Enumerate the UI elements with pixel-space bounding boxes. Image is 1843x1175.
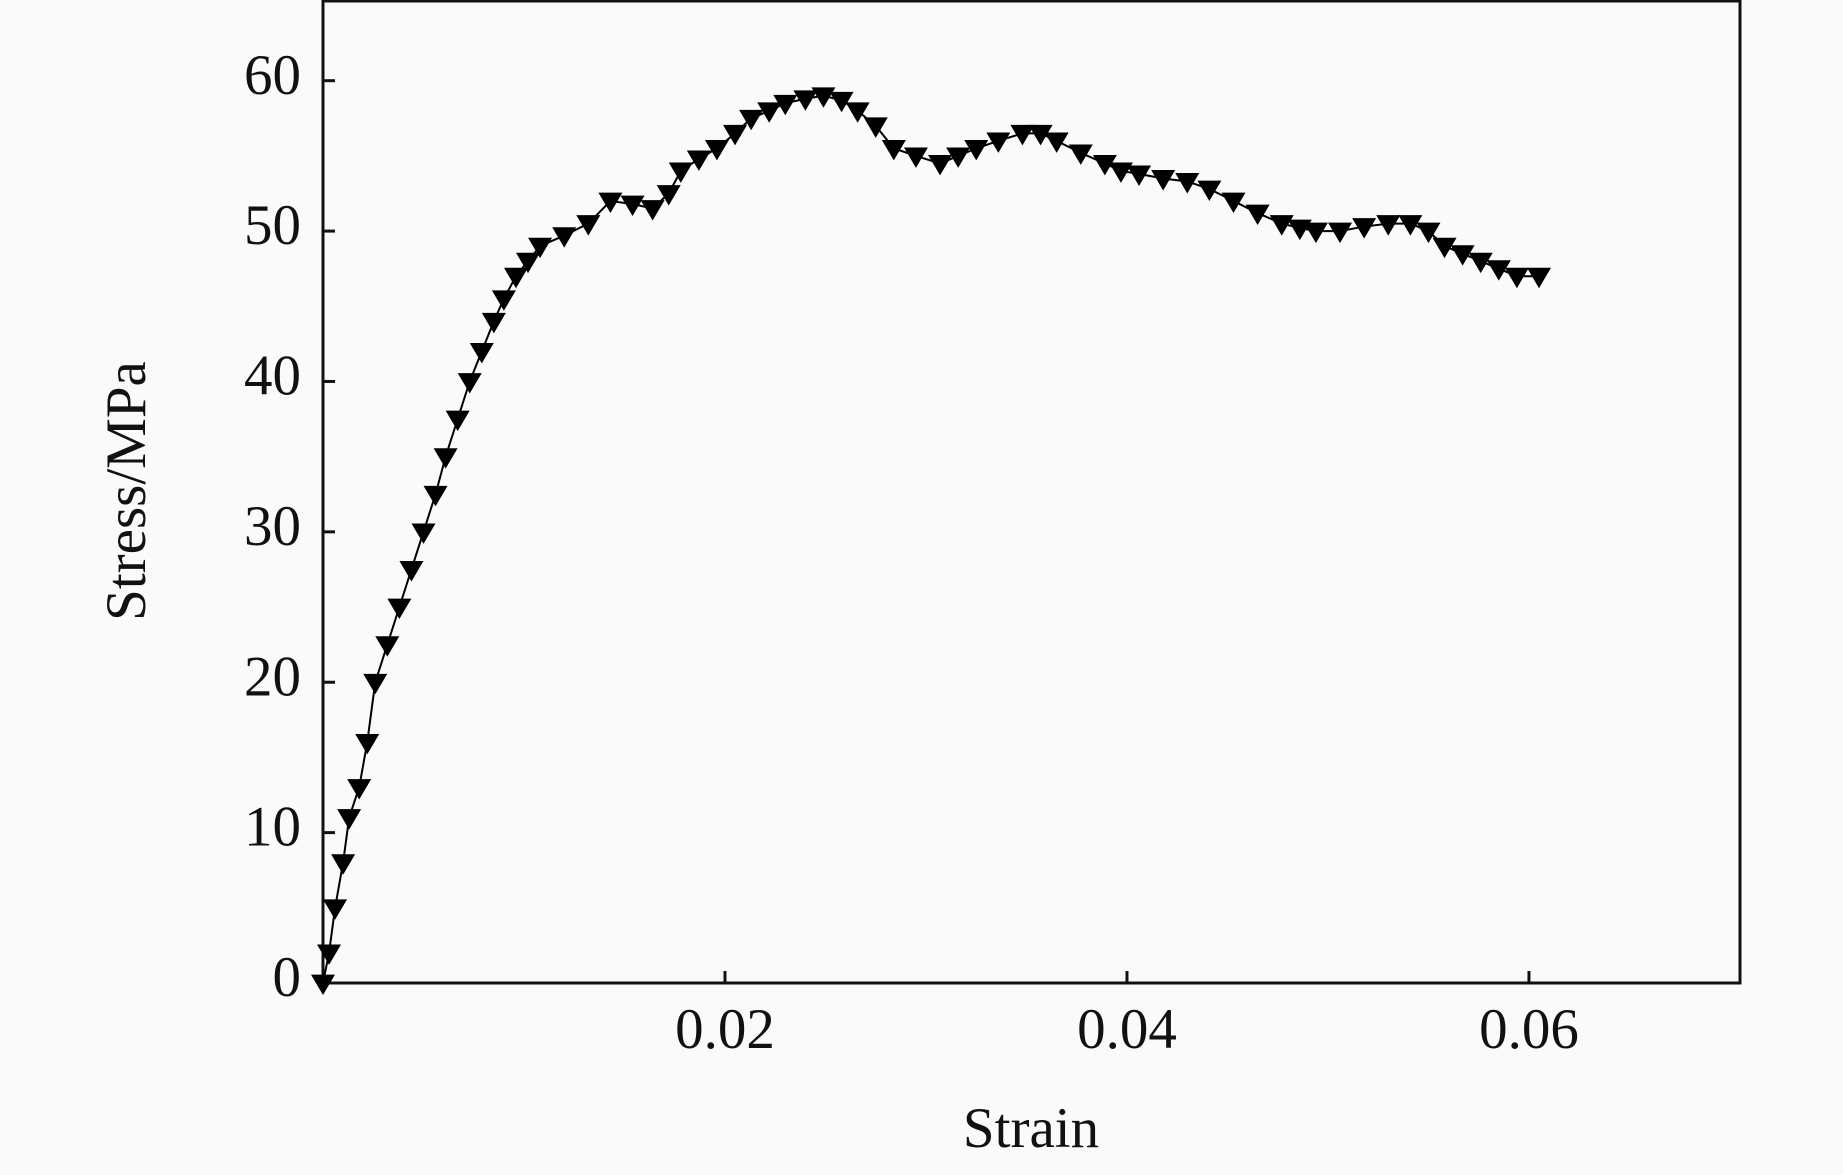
marker: [331, 854, 356, 875]
y-tick-label: 20: [244, 645, 301, 708]
marker: [928, 155, 953, 176]
marker: [516, 252, 541, 274]
marker: [668, 162, 693, 183]
marker: [723, 124, 748, 146]
marker: [1376, 215, 1401, 236]
marker: [503, 267, 528, 289]
y-tick-label: 10: [244, 796, 301, 859]
marker: [1221, 192, 1246, 214]
marker: [491, 290, 516, 311]
marker: [481, 312, 506, 334]
marker: [423, 485, 448, 507]
marker: [1175, 173, 1200, 194]
marker: [1092, 155, 1117, 176]
marker: [552, 227, 577, 248]
x-tick-label: 0.04: [1077, 998, 1177, 1061]
plot-frame: [321, 0, 1742, 985]
y-tick-label: 30: [244, 495, 301, 558]
marker: [1398, 215, 1423, 236]
marker: [576, 215, 601, 236]
marker: [845, 102, 870, 123]
marker: [656, 185, 681, 206]
marker: [1245, 204, 1270, 226]
marker: [620, 195, 645, 217]
marker: [598, 192, 623, 214]
marker: [811, 87, 836, 108]
marker: [457, 373, 482, 394]
marker: [881, 139, 906, 161]
marker: [433, 448, 458, 469]
marker: [1527, 267, 1552, 289]
marker: [1197, 180, 1222, 201]
marker: [1432, 237, 1457, 259]
y-axis-label: Stress/MPa: [95, 361, 158, 621]
marker: [1352, 218, 1377, 239]
x-axis-label: Strain: [963, 1097, 1099, 1160]
marker: [773, 94, 798, 116]
marker: [686, 150, 711, 171]
marker: [311, 974, 335, 995]
marker: [739, 109, 764, 131]
y-tick-label: 40: [244, 345, 301, 408]
marker: [986, 132, 1011, 153]
marker: [863, 117, 888, 138]
marker: [1416, 222, 1441, 244]
marker: [323, 899, 348, 920]
y-tick-label: 50: [244, 194, 301, 257]
marker: [1044, 132, 1069, 153]
marker: [1028, 124, 1053, 146]
marker: [355, 733, 380, 755]
marker: [793, 90, 818, 111]
marker: [1010, 124, 1035, 146]
marker: [1328, 222, 1353, 244]
marker: [1486, 260, 1511, 281]
y-tick-label: 0: [273, 946, 302, 1009]
marker: [829, 91, 854, 113]
x-tick-label: 0.06: [1479, 998, 1579, 1061]
marker: [399, 561, 424, 582]
marker: [903, 147, 928, 168]
marker: [445, 410, 470, 432]
marker: [964, 139, 989, 161]
marker: [363, 673, 388, 695]
marker: [469, 342, 494, 364]
x-tick-label: 0.02: [675, 998, 775, 1061]
marker: [337, 809, 362, 830]
marker: [757, 102, 782, 123]
y-tick-label: 60: [244, 44, 301, 107]
marker: [1108, 162, 1133, 183]
marker: [640, 200, 665, 221]
marker: [1127, 165, 1152, 186]
marker: [1151, 170, 1176, 191]
marker: [347, 779, 372, 800]
marker: [1450, 245, 1475, 266]
marker: [946, 147, 971, 168]
marker: [528, 237, 553, 259]
marker: [1303, 222, 1328, 244]
marker: [387, 598, 412, 620]
marker: [317, 944, 342, 965]
marker: [1504, 267, 1529, 289]
marker: [375, 636, 400, 657]
marker: [411, 523, 436, 544]
marker: [1068, 144, 1093, 165]
marker: [704, 139, 729, 161]
marker: [1269, 215, 1294, 236]
marker: [1468, 252, 1493, 274]
